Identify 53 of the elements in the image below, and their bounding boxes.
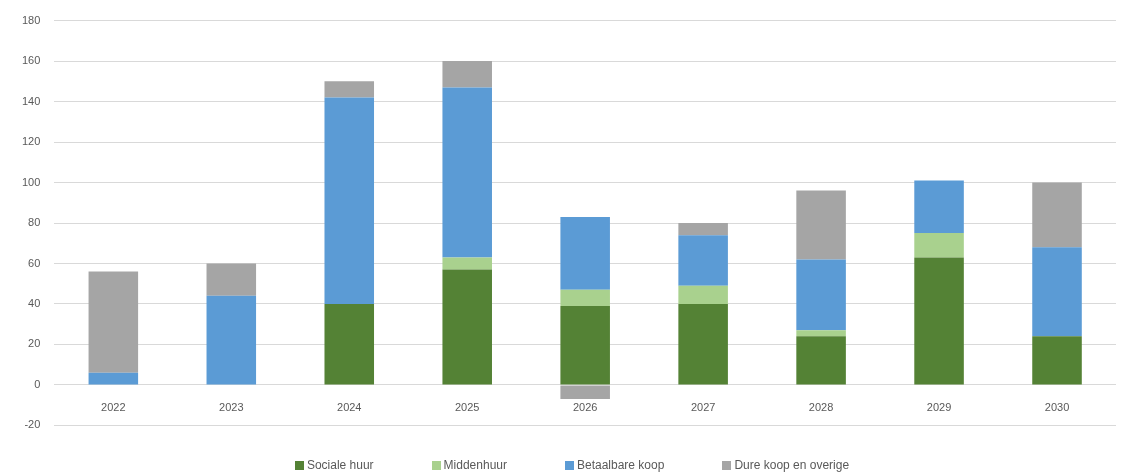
bar [88,271,139,373]
bar [206,263,257,296]
y-tick-label: 60 [28,256,41,269]
bar [560,289,610,306]
x-tick-label: 2028 [808,400,834,413]
bar [796,259,846,331]
x-tick-label: 2024 [337,400,362,413]
x-tick-label: 2022 [101,400,126,413]
bar [678,303,728,385]
bar [560,305,610,385]
x-tick-label: 2025 [454,400,480,413]
bar [324,97,375,304]
bar [442,269,492,385]
y-tick-label: -20 [24,418,41,431]
x-tick-label: 2027 [690,400,716,413]
y-tick-label: 100 [21,175,41,188]
bar [442,61,492,88]
bar [796,336,846,385]
legend-label: Sociale huur [306,458,374,472]
bar [678,235,728,286]
y-tick-label: 160 [21,54,41,67]
bar [1032,247,1082,337]
legend-label: Betaalbare koop [576,458,665,472]
y-tick-label: 180 [21,13,41,26]
legend-label: Middenhuur [443,458,507,472]
bar [678,223,728,236]
bar [914,257,964,385]
bar [1032,336,1082,385]
x-tick-label: 2030 [1044,400,1070,413]
bar [206,295,257,385]
y-tick-label: 120 [21,135,41,148]
y-tick-label: 40 [28,296,41,309]
bar [678,285,728,304]
bar [442,87,492,258]
bar [560,385,610,400]
bar [914,180,964,234]
bar [560,216,610,290]
bar [914,233,964,258]
bar [88,372,139,385]
x-tick-label: 2026 [572,400,598,413]
bar [442,257,492,270]
y-tick-label: 20 [28,337,41,350]
bar [796,330,846,337]
bar [1032,182,1082,248]
x-tick-label: 2023 [219,400,244,413]
bar [324,303,375,385]
bar [796,190,846,260]
y-tick-label: 80 [28,216,41,229]
y-tick-label: 140 [21,94,41,107]
legend-label: Dure koop en overige [734,458,850,472]
y-tick-label: 0 [34,377,41,390]
bar [324,81,375,98]
x-tick-label: 2029 [926,400,952,413]
